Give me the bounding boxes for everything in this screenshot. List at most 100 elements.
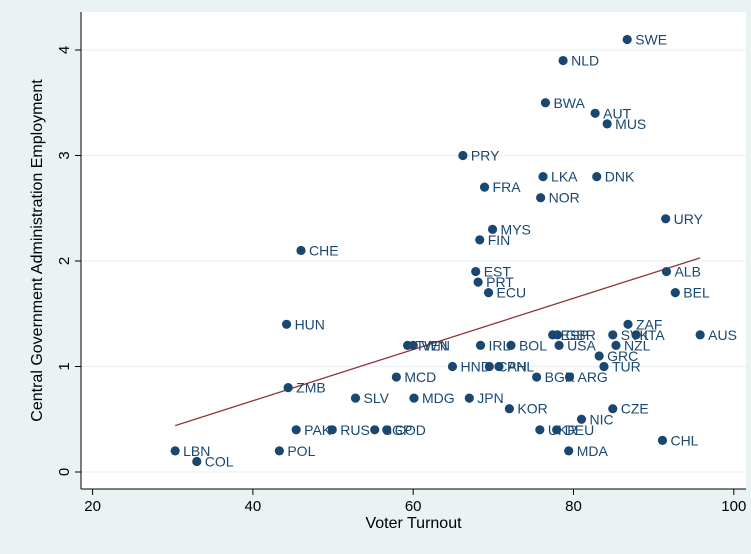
data-points [170,34,705,467]
point-label-pry: PRY [471,148,500,164]
point-label-nzl: NZL [624,337,651,353]
point-col [192,456,202,467]
fit-line [174,257,701,427]
point-label-gbr: GBR [565,327,595,343]
point-grc [594,351,604,361]
point-label-deu: DEU [565,422,595,438]
point-rus [327,425,337,435]
point-cod [382,425,392,435]
point-label-grc: GRC [607,348,638,364]
y-tick-label-2: 2 [56,257,73,265]
point-nic [576,414,587,424]
x-tick-label-2: 60 [405,498,422,515]
point-label-aut: AUT [603,105,631,121]
point-ukr [535,425,545,435]
point-aus [695,330,705,340]
point-label-fin: FIN [488,232,511,248]
point-label-svk: SVK [621,327,650,343]
point-nld [558,55,568,66]
point-chl [657,435,668,445]
point-label-est: EST [484,264,512,280]
point-label-rus: RUS [340,422,370,438]
point-gbr [552,330,563,340]
point-label-irl: IRL [489,337,511,353]
point-nor [536,193,546,203]
point-label-jpn: JPN [477,390,503,406]
point-mys [487,224,498,234]
point-swe [622,34,632,45]
point-pol [274,446,284,456]
x-tick-label-1: 40 [245,498,262,515]
x-tick-label-4: 100 [721,498,746,515]
point-label-zaf: ZAF [636,316,662,332]
point-mda [564,446,574,456]
point-est [471,266,481,277]
point-label-slv: SLV [363,390,389,406]
point-nzl [611,340,621,350]
point-label-bel: BEL [683,285,710,301]
point-che [296,245,306,256]
point-label-usa: USA [567,337,596,353]
point-label-cod: COD [395,422,426,438]
point-label-ury: URY [674,211,704,227]
plot-area [81,12,746,489]
point-label-nor: NOR [549,190,580,206]
point-irl [475,340,486,350]
point-mus [602,119,612,129]
point-kor [504,404,514,414]
point-label-phl: PHL [507,359,534,375]
point-label-che: CHE [309,242,339,258]
point-label-tur: TUR [612,359,641,375]
point-bwa [540,98,551,108]
point-jpn [464,393,474,403]
y-tick-label-1: 1 [56,362,73,370]
x-tick-label-0: 20 [84,498,101,515]
point-label-mus: MUS [615,116,646,132]
point-ven [408,340,418,350]
point-prt [473,277,483,287]
point-tur [599,361,609,372]
point-label-mys: MYS [501,221,531,237]
point-deu [552,425,562,435]
point-label-aus: AUS [708,327,737,343]
point-label-cze: CZE [621,401,649,417]
point-label-bgr: BGR [545,369,575,385]
point-label-arg: ARG [577,369,607,385]
point-label-ven: VEN [421,337,450,353]
point-label-zmb: ZMB [296,380,326,396]
point-label-prt: PRT [486,274,514,290]
point-label-col: COL [205,453,234,469]
point-label-twn: TWN [416,337,448,353]
point-fin [475,235,485,245]
y-tick-label-4: 4 [56,46,73,54]
point-slv [350,393,361,403]
point-bgr [532,372,542,382]
point-label-pak: PAK [304,422,332,438]
point-cze [608,404,618,414]
point-ita [631,330,641,340]
point-mcd [391,372,401,382]
point-zaf [623,319,633,329]
x-axis-title: Voter Turnout [365,515,462,532]
point-label-dnk: DNK [605,169,635,185]
point-svk [608,330,618,340]
point-label-sgp: SGP [383,422,413,438]
point-label-lbn: LBN [183,443,210,459]
x-tick-label-3: 80 [565,498,582,515]
point-label-mcd: MCD [404,369,436,385]
point-mdg [409,393,419,403]
point-label-chl: CHL [670,432,698,448]
point-label-nld: NLD [571,53,599,69]
point-ury [661,214,671,224]
point-pry [458,150,468,161]
point-ecu [483,288,494,298]
point-zmb [283,383,293,393]
y-axis-title: Central Government Administration Employ… [29,79,46,422]
point-label-can: CAN [497,359,527,375]
axes: 0 1 2 3 4 20 40 60 80 100 [56,12,746,515]
point-fra [479,182,490,192]
point-label-kor: KOR [517,401,547,417]
point-hnd [447,361,458,372]
